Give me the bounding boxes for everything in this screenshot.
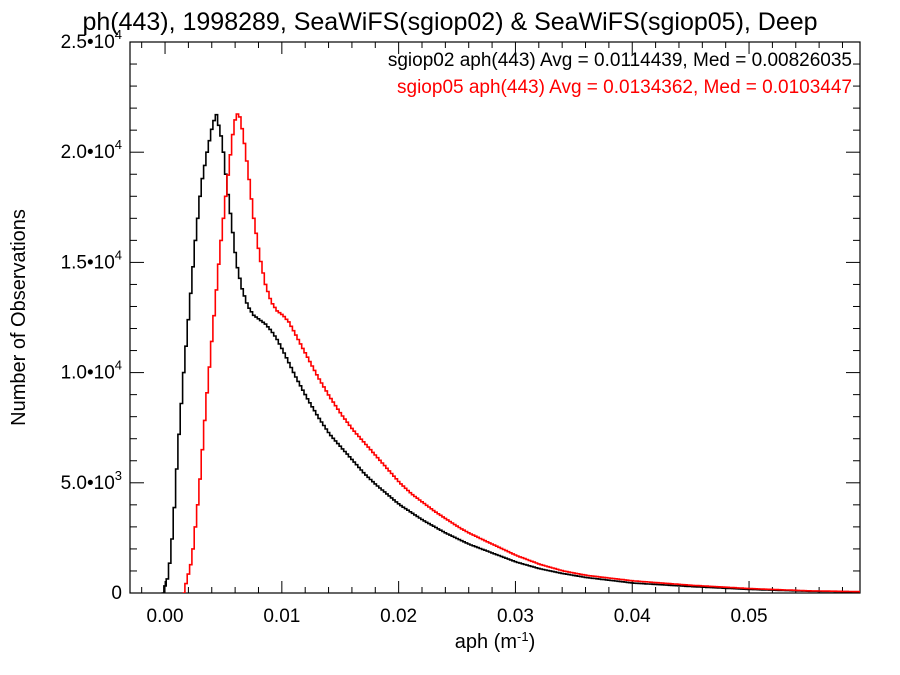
x-axis-label-main: aph (m (455, 631, 517, 653)
y-tick-mantissa: 5.0•10 (61, 473, 115, 494)
y-tick-exponent: 4 (115, 358, 122, 373)
series-line-1 (182, 113, 860, 593)
x-axis-label-close: ) (529, 631, 536, 653)
x-tick-label: 0.01 (263, 606, 300, 627)
y-tick-label: 1.5•104 (61, 247, 122, 273)
series-line-0 (161, 113, 860, 593)
y-tick-label: 0 (111, 583, 122, 604)
plot-frame (129, 41, 861, 594)
y-tick-label: 5.0•103 (61, 468, 122, 494)
series-layer (161, 113, 860, 593)
x-tick-label: 0.00 (147, 606, 184, 627)
y-tick-mantissa: 1.0•10 (61, 363, 115, 384)
y-tick-label: 2.5•104 (61, 27, 122, 53)
x-axis-label: aph (m-1) (455, 629, 535, 654)
y-tick-exponent: 4 (115, 137, 122, 152)
legend-entry-sgiop05: sgiop05 aph(443) Avg = 0.0134362, Med = … (397, 77, 852, 98)
x-tick-label: 0.03 (497, 606, 534, 627)
x-tick-labels: 0.00 0.01 0.02 0.03 0.04 0.05 (147, 606, 768, 627)
y-tick-exponent: 4 (115, 27, 122, 42)
x-tick-label: 0.05 (731, 606, 768, 627)
axis-ticks (130, 41, 860, 594)
y-tick-exponent: 4 (115, 247, 122, 262)
legend-entry-sgiop02: sgiop02 aph(443) Avg = 0.0114439, Med = … (388, 50, 852, 71)
x-axis-label-superscript: -1 (517, 629, 529, 644)
y-tick-mantissa: 2.0•10 (61, 142, 115, 163)
y-tick-mantissa: 2.5•10 (61, 32, 115, 53)
y-tick-label: 2.0•104 (61, 137, 122, 163)
x-tick-label: 0.02 (380, 606, 417, 627)
y-tick-exponent: 3 (115, 468, 122, 483)
x-tick-label: 0.04 (614, 606, 651, 627)
y-tick-mantissa: 1.5•10 (61, 252, 115, 273)
y-tick-label: 1.0•104 (61, 358, 122, 384)
legend: sgiop02 aph(443) Avg = 0.0114439, Med = … (388, 50, 852, 98)
y-axis-label: Number of Observations (8, 209, 30, 426)
chart-title: ph(443), 1998289, SeaWiFS(sgiop02) & Sea… (82, 8, 817, 36)
